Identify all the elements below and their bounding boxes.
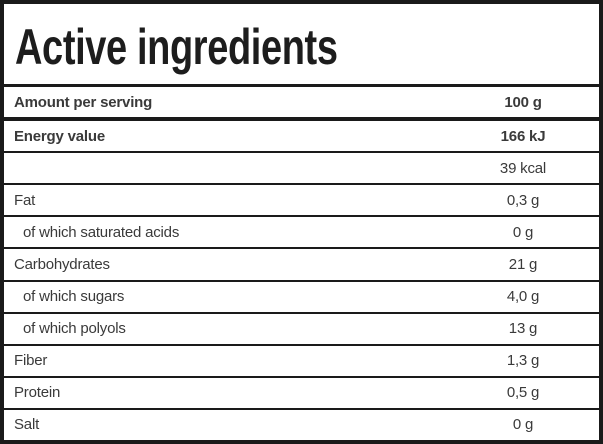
- row-label: of which sugars: [23, 288, 125, 306]
- row-value: 166 kJ: [500, 127, 546, 145]
- table-row: Protein 0,5 g: [4, 377, 599, 410]
- row-label: Energy value: [14, 127, 105, 145]
- table-row: Carbohydrates 21 g: [4, 249, 599, 282]
- row-value: 0,5 g: [506, 384, 540, 402]
- row-value: 21 g: [508, 256, 538, 274]
- table-row: 39 kcal: [4, 153, 599, 186]
- row-label: Carbohydrates: [14, 256, 110, 274]
- table-row: Fat 0,3 g: [4, 185, 599, 218]
- table-row: Salt 0 g: [4, 409, 599, 440]
- label-header: Active ingredients: [4, 4, 599, 87]
- table-row: of which saturated acids 0 g: [4, 217, 599, 250]
- row-value: 0 g: [512, 416, 534, 434]
- row-value: 0 g: [512, 223, 534, 241]
- row-value: 0,3 g: [506, 191, 540, 209]
- table-row: Energy value 166 kJ: [4, 121, 599, 154]
- table-row: Amount per serving 100 g: [4, 87, 599, 122]
- row-value: 4,0 g: [506, 288, 540, 306]
- row-label: Amount per serving: [14, 93, 153, 111]
- row-label: of which polyols: [23, 320, 126, 338]
- row-value: 1,3 g: [506, 352, 540, 370]
- row-value: 39 kcal: [499, 159, 547, 177]
- table-row: of which sugars 4,0 g: [4, 281, 599, 314]
- row-label: Fiber: [14, 352, 48, 370]
- row-label: Protein: [14, 384, 61, 402]
- table-row: of which polyols 13 g: [4, 313, 599, 346]
- row-value: 100 g: [504, 93, 542, 111]
- row-label: Salt: [14, 416, 40, 434]
- row-label: of which saturated acids: [23, 223, 180, 241]
- label-title: Active ingredients: [15, 19, 338, 75]
- row-value: 13 g: [508, 320, 538, 338]
- nutrition-table: Amount per serving 100 g Energy value 16…: [4, 87, 599, 440]
- row-label: Fat: [14, 191, 36, 209]
- table-row: Fiber 1,3 g: [4, 345, 599, 378]
